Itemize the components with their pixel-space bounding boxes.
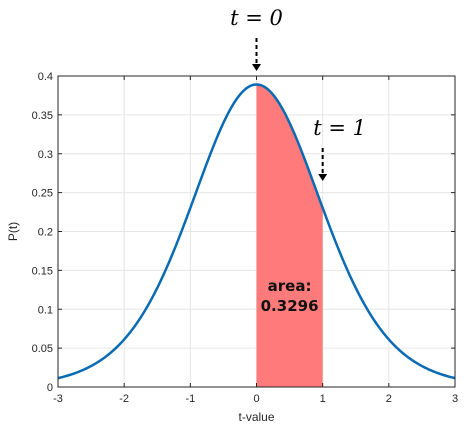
- arrow-t0-icon: [252, 38, 261, 71]
- density-curve: [57, 83, 456, 380]
- x-axis-ticks: -3 -2 -1 0 1 2 3: [53, 76, 458, 405]
- x-tick-label: -2: [119, 393, 129, 405]
- y-tick-label: 0: [47, 382, 53, 394]
- x-tick-label: 2: [386, 393, 392, 405]
- shaded-area-region: [256, 84, 323, 387]
- area-label-title: area:: [268, 277, 312, 295]
- y-tick-label: 0.1: [38, 304, 53, 316]
- annotation-t1: t = 1: [313, 116, 366, 140]
- arrow-head: [252, 64, 261, 71]
- y-tick-label: 0.35: [32, 110, 53, 122]
- y-axis-ticks: 0 0.05 0.1 0.15 0.2 0.25 0.3 0.35 0.4: [32, 71, 455, 394]
- arrow-head: [318, 174, 328, 181]
- y-tick-label: 0.3: [38, 149, 53, 161]
- y-tick-label: 0.05: [32, 343, 53, 355]
- y-tick-label: 0.4: [38, 71, 53, 83]
- y-axis-label: P(t): [6, 222, 20, 241]
- y-tick-label: 0.2: [38, 227, 53, 239]
- x-tick-label: 3: [452, 393, 458, 405]
- area-label-value: 0.3296: [261, 297, 319, 315]
- x-axis-label: t-value: [238, 410, 274, 424]
- y-tick-label: 0.15: [32, 265, 53, 277]
- annotation-t0: t = 0: [230, 6, 283, 30]
- arrow-t1-icon: [318, 148, 328, 181]
- x-tick-label: -3: [53, 393, 63, 405]
- x-tick-label: 1: [320, 393, 326, 405]
- x-tick-label: 0: [253, 393, 259, 405]
- y-tick-label: 0.25: [32, 188, 53, 200]
- x-tick-label: -1: [185, 393, 195, 405]
